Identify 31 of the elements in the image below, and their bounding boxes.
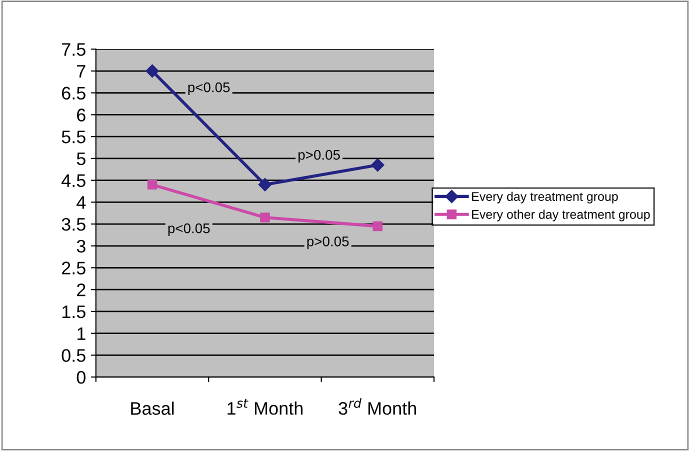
- point: [260, 212, 270, 222]
- x-tick-label: 3$^{rd}$ Month: [338, 398, 416, 415]
- legend-label: Every other day treatment group: [472, 210, 650, 222]
- y-tick-label: 2.5: [62, 262, 86, 274]
- y-tick-label: 2: [77, 284, 86, 296]
- x-tick-label: Basal: [131, 402, 174, 415]
- y-tick-label: 7: [77, 65, 86, 78]
- point: [258, 178, 272, 192]
- annotation: p>0.05: [298, 150, 340, 163]
- y-tick-label: 5.5: [62, 130, 86, 144]
- y-tick-label: 3.5: [62, 218, 86, 231]
- y-tick-label: 6: [77, 108, 86, 122]
- x-tick-label: 1$^{st}$ Month: [228, 398, 303, 415]
- y-tick-label: 6.5: [62, 86, 86, 100]
- point: [371, 158, 384, 172]
- y-tick-label: 0.5: [62, 349, 86, 362]
- annotation: p>0.05: [307, 236, 349, 250]
- point: [372, 221, 383, 232]
- y-tick-label: 7.5: [62, 43, 86, 56]
- y-tick-label: 1: [78, 327, 86, 340]
- y-tick-label: 5: [76, 152, 86, 166]
- y-tick-label: 1.5: [62, 306, 86, 318]
- annotation: p<0.05: [188, 82, 230, 95]
- point: [147, 180, 158, 190]
- annotation: p<0.05: [168, 223, 210, 236]
- y-tick-label: 0: [76, 370, 86, 384]
- y-tick-label: 3: [76, 240, 86, 253]
- point: [146, 64, 159, 78]
- y-tick-label: 4: [76, 196, 86, 209]
- y-tick-label: 4.5: [62, 174, 86, 188]
- legend-label: Every day treatment group: [472, 192, 618, 204]
